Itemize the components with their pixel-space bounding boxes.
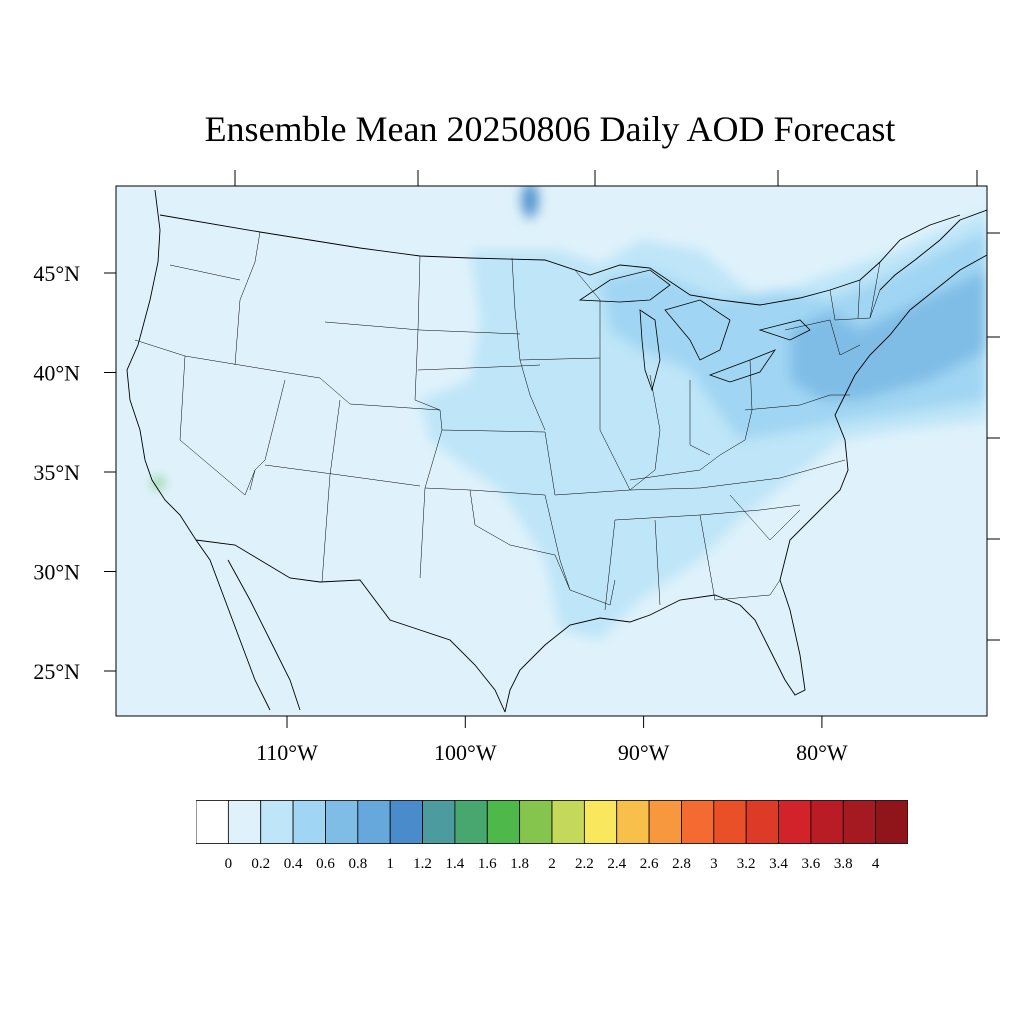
- colorbar-label-16: 3.2: [736, 856, 756, 872]
- great-lakes: [578, 269, 811, 392]
- colorbar-swatch-4: [325, 800, 359, 844]
- colorbar-swatch-21: [875, 800, 908, 844]
- southern-california-hotspot: [153, 478, 163, 488]
- lon-label-2: 90°W: [618, 740, 670, 765]
- colorbar-label-20: 4: [871, 856, 880, 872]
- colorbar-swatch-7: [422, 800, 456, 844]
- lon-label-0: 110°W: [256, 740, 318, 765]
- colorbar-label-18: 3.6: [801, 856, 821, 872]
- colorbar-swatch-15: [681, 800, 715, 844]
- aod-map: 45°N 40°N 35°N 30°N 25°N 110°W 100°W 90°W 80°W: [33, 170, 1000, 765]
- colorbar-label-14: 2.8: [672, 856, 691, 872]
- colorbar-label-6: 1.2: [413, 856, 432, 872]
- colorbar-swatch-10: [519, 800, 553, 844]
- map-frame: [115, 185, 988, 717]
- colorbar-swatch-20: [842, 800, 877, 844]
- minnesota-hotspot: [522, 186, 538, 218]
- colorbar-label-2: 0.4: [283, 856, 303, 872]
- colorbar-label-9: 1.8: [510, 856, 529, 872]
- colorbar-label-4: 0.8: [348, 856, 368, 872]
- colorbar-swatch-0: [196, 800, 229, 844]
- colorbar-swatch-1: [227, 800, 262, 844]
- colorbar-swatch-19: [810, 800, 844, 844]
- colorbar-swatch-9: [486, 800, 521, 844]
- colorbar-swatch-8: [454, 800, 488, 844]
- map-title: Ensemble Mean 20250806 Daily AOD Forecas…: [204, 109, 896, 149]
- colorbar-label-19: 3.8: [833, 856, 853, 872]
- northeast-aod-plume: [790, 270, 987, 400]
- colorbar-label-1: 0.2: [251, 856, 271, 872]
- state-boundaries: [134, 231, 881, 611]
- colorbar-labels: 0 0.2 0.4 0.6 0.8 1 1.2 1.4 1.6 1.8 2 2.2 2.4 2.6 2.8 3…: [196, 856, 908, 876]
- colorbar-swatch-18: [778, 800, 812, 844]
- longitude-labels: 110°W 100°W 90°W 80°W: [256, 740, 848, 765]
- colorbar-label-8: 1.6: [477, 856, 497, 872]
- colorbar-label-10: 2: [548, 856, 556, 872]
- colorbar-swatch-12: [583, 800, 618, 844]
- lat-label-2: 35°N: [33, 460, 80, 485]
- colorbar-swatch-17: [745, 800, 779, 844]
- colorbar-swatch-5: [357, 800, 391, 844]
- latitude-labels: 45°N 40°N 35°N 30°N 25°N: [33, 261, 80, 684]
- lat-label-1: 40°N: [33, 361, 80, 386]
- colorbar-label-15: 3: [710, 856, 718, 872]
- colorbar-label-3: 0.6: [316, 856, 335, 872]
- colorbar-swatch-13: [616, 800, 650, 844]
- colorbar-label-13: 2.6: [639, 856, 659, 872]
- coastline: [126, 189, 987, 713]
- lat-label-4: 25°N: [33, 659, 80, 684]
- colorbar: [196, 800, 908, 844]
- colorbar-swatch-11: [551, 800, 585, 844]
- map-ticks: [104, 170, 1000, 728]
- colorbar-label-12: 2.4: [607, 856, 627, 872]
- colorbar-swatch-2: [260, 800, 294, 844]
- colorbar-swatch-6: [389, 800, 423, 844]
- colorbar-swatch-3: [292, 800, 326, 844]
- colorbar-label-7: 1.4: [445, 856, 465, 872]
- colorbar-label-0: 0: [224, 856, 233, 872]
- colorbar-swatch-16: [713, 800, 747, 844]
- colorbar-label-17: 3.4: [769, 856, 788, 872]
- lat-label-3: 30°N: [33, 560, 80, 585]
- lon-label-3: 80°W: [796, 740, 848, 765]
- lat-label-0: 45°N: [33, 261, 80, 286]
- colorbar-label-5: 1: [386, 856, 394, 872]
- lon-label-1: 100°W: [434, 740, 497, 765]
- colorbar-label-11: 2.2: [574, 856, 594, 872]
- colorbar-swatch-14: [648, 800, 682, 844]
